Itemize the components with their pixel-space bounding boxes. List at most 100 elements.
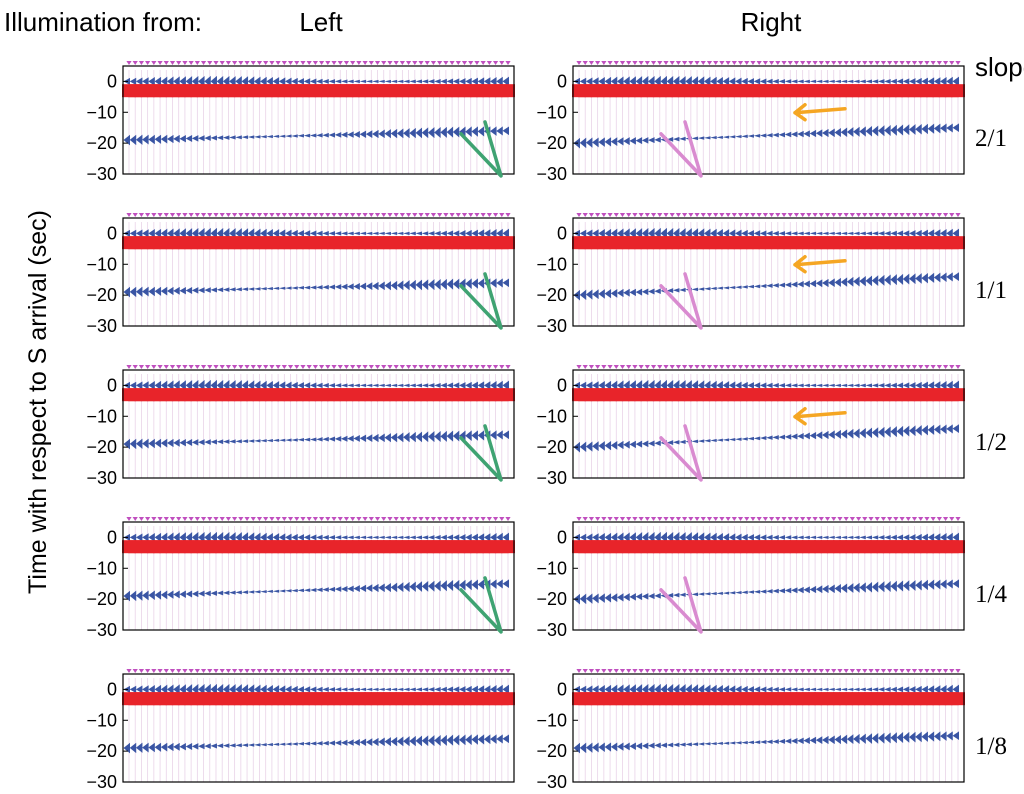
negative-pulse <box>316 741 323 746</box>
station-marker <box>250 61 256 65</box>
negative-pulse <box>679 439 686 445</box>
negative-pulse <box>592 289 599 300</box>
negative-pulse <box>703 380 711 391</box>
negative-pulse <box>490 579 497 589</box>
negative-pulse <box>790 383 798 388</box>
negative-pulse <box>198 743 205 750</box>
negative-pulse <box>784 687 792 692</box>
positive-phase-band <box>122 388 515 402</box>
negative-pulse <box>179 684 186 695</box>
station-marker <box>182 669 188 673</box>
negative-pulse <box>679 228 686 239</box>
negative-pulse <box>946 579 953 589</box>
negative-pulse <box>871 125 879 137</box>
negative-pulse <box>728 685 736 694</box>
negative-pulse <box>353 283 360 290</box>
negative-pulse <box>372 129 379 139</box>
station-marker <box>275 365 281 369</box>
station-markers <box>126 669 511 673</box>
station-marker <box>331 61 337 65</box>
station-marker <box>650 669 657 673</box>
y-tick-label: −30 <box>86 772 117 792</box>
negative-pulse <box>452 430 460 442</box>
negative-pulse <box>216 75 224 87</box>
negative-pulse <box>372 687 379 691</box>
negative-pulse <box>372 383 379 387</box>
station-marker <box>918 61 924 65</box>
negative-pulse <box>229 532 236 543</box>
negative-pulse <box>421 383 429 388</box>
negative-pulse <box>415 581 423 592</box>
negative-pulse <box>766 589 773 594</box>
negative-pulse <box>303 588 311 593</box>
station-marker <box>601 669 607 673</box>
negative-pulse <box>691 76 699 87</box>
negative-pulse <box>616 532 624 543</box>
station-marker <box>930 213 936 217</box>
negative-pulse <box>291 742 298 746</box>
negative-pulse <box>790 738 798 744</box>
negative-pulse <box>191 287 199 294</box>
station-marker <box>486 517 492 521</box>
negative-pulse <box>148 533 155 542</box>
negative-pulse <box>803 535 810 540</box>
station-marker <box>880 213 887 217</box>
station-marker <box>955 517 961 521</box>
panel-1-2-right: 0−10−20−30 <box>536 365 965 488</box>
negative-pulse <box>316 78 323 85</box>
station-marker <box>936 517 942 521</box>
negative-pulse <box>797 535 804 540</box>
station-marker <box>393 517 399 521</box>
station-marker <box>368 365 374 369</box>
station-marker <box>924 213 930 217</box>
negative-pulse <box>759 230 767 237</box>
negative-pulse <box>490 126 497 136</box>
station-marker <box>499 669 505 673</box>
station-marker <box>719 61 725 65</box>
negative-pulse <box>940 684 947 694</box>
negative-pulse <box>890 230 897 237</box>
negative-pulse <box>446 580 454 592</box>
negative-pulse <box>459 382 466 389</box>
negative-pulse <box>672 592 680 598</box>
negative-pulse <box>390 736 398 747</box>
negative-pulse <box>648 75 655 87</box>
station-marker <box>731 517 737 521</box>
negative-phase-band <box>573 75 959 87</box>
negative-pulse <box>390 79 398 83</box>
negative-pulse <box>691 592 699 597</box>
negative-pulse <box>660 531 667 543</box>
negative-pulse <box>396 582 404 593</box>
negative-pulse <box>753 133 761 138</box>
negative-pulse <box>272 229 280 238</box>
station-marker <box>368 61 374 65</box>
negative-pulse <box>735 381 742 390</box>
negative-pulse <box>340 586 348 592</box>
negative-pulse <box>396 280 404 291</box>
negative-pulse <box>679 380 686 391</box>
station-marker <box>657 213 663 217</box>
negative-pulse <box>946 76 953 87</box>
station-marker <box>899 61 905 65</box>
negative-pulse <box>278 589 286 593</box>
station-marker <box>238 61 244 65</box>
panel-1-8-left: 0−10−20−30 <box>86 669 515 792</box>
station-marker <box>632 213 638 217</box>
station-marker <box>787 517 793 521</box>
negative-pulse <box>741 229 748 238</box>
station-marker <box>132 517 138 521</box>
negative-pulse <box>477 533 485 542</box>
negative-pulse <box>915 123 922 135</box>
negative-pulse <box>877 426 885 438</box>
station-marker <box>182 517 188 521</box>
station-marker <box>694 61 700 65</box>
negative-pulse <box>173 228 180 239</box>
y-tick-label: −10 <box>86 102 117 122</box>
negative-pulse <box>616 684 624 695</box>
negative-pulse <box>629 228 636 239</box>
station-marker <box>194 213 200 217</box>
negative-pulse <box>465 229 472 237</box>
negative-pulse <box>421 431 429 443</box>
station-marker <box>337 365 343 369</box>
y-tick-label: −10 <box>86 406 117 426</box>
